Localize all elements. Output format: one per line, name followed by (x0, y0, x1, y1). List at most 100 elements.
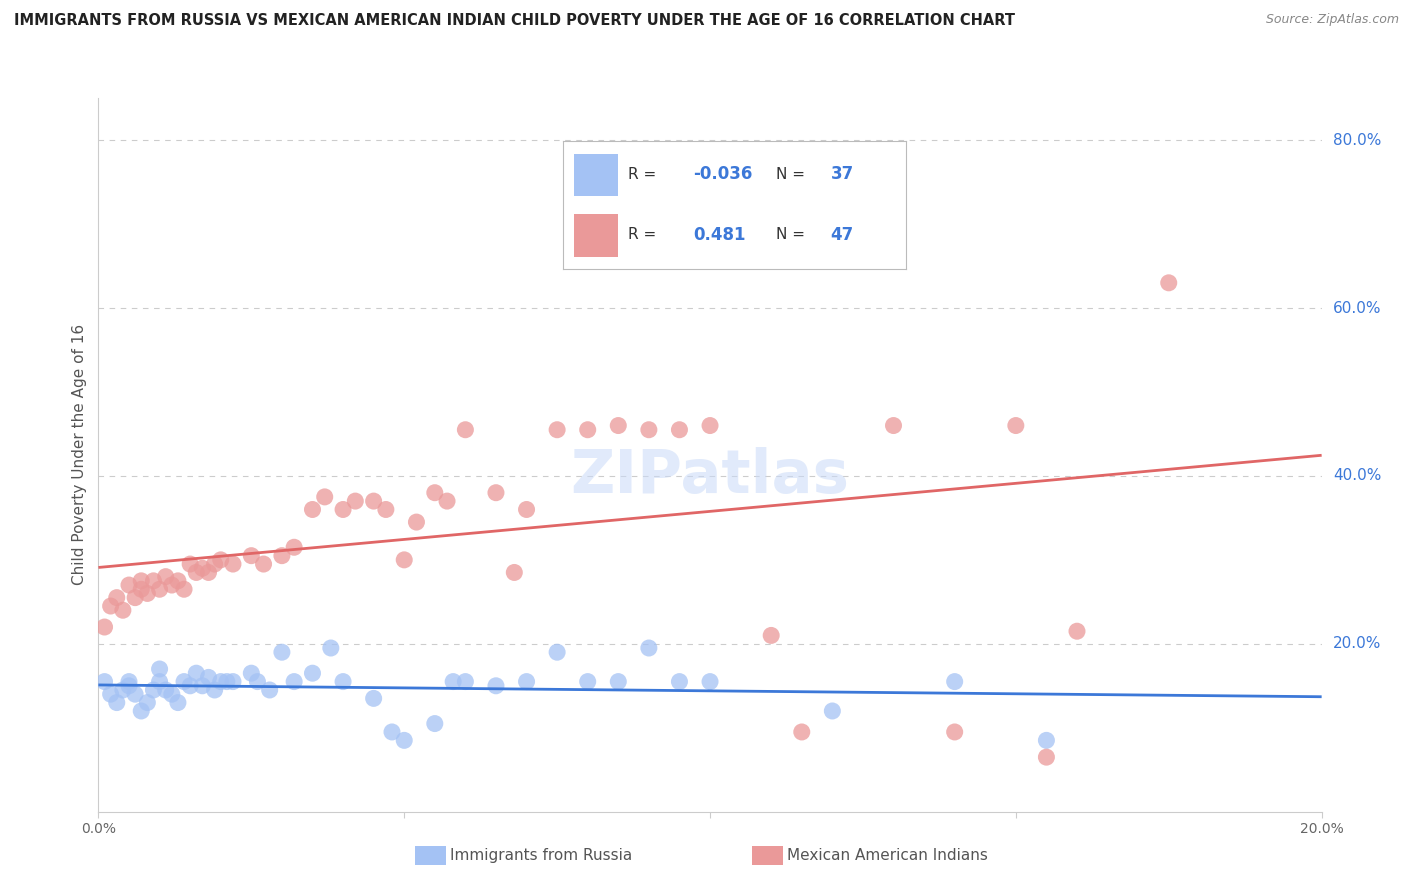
Point (607, 418, 630, 433)
Point (283, 541, 305, 555)
Text: 40.0%: 40.0% (1333, 468, 1381, 483)
Text: R =: R = (628, 227, 661, 243)
Point (246, 674, 269, 689)
Point (423, 716, 446, 731)
Point (699, 418, 721, 433)
Point (209, 553, 232, 567)
Point (436, 494, 458, 508)
Point (191, 679, 214, 693)
Point (142, 683, 165, 698)
Point (186, 566, 208, 580)
Text: N =: N = (776, 227, 810, 243)
Point (160, 687, 183, 701)
Point (668, 423, 690, 437)
Point (637, 640, 661, 655)
Point (516, 502, 538, 516)
Point (270, 645, 292, 659)
Point (222, 674, 245, 689)
Point (516, 674, 538, 689)
Point (1035, 750, 1057, 764)
Point (441, 674, 464, 689)
Point (111, 683, 134, 698)
Point (259, 683, 281, 698)
Bar (574, 214, 619, 257)
Point (197, 566, 219, 580)
Point (179, 679, 201, 693)
Point (423, 485, 446, 500)
Point (173, 582, 195, 597)
Point (155, 569, 177, 583)
Point (943, 674, 966, 689)
Point (883, 418, 905, 433)
Point (129, 582, 152, 597)
Point (485, 679, 508, 693)
Point (332, 502, 354, 516)
Point (319, 640, 342, 655)
Point (129, 704, 152, 718)
Point (821, 704, 844, 718)
Point (118, 679, 141, 693)
Point (167, 696, 190, 710)
Point (118, 674, 141, 689)
Point (1004, 418, 1026, 433)
Point (149, 662, 172, 676)
Point (270, 549, 292, 563)
Point (105, 696, 128, 710)
Point (209, 674, 232, 689)
Point (1157, 276, 1180, 290)
Point (124, 591, 146, 605)
Point (392, 733, 416, 747)
Point (730, 234, 752, 248)
Point (160, 578, 183, 592)
Point (301, 502, 323, 516)
Point (118, 578, 141, 592)
Point (100, 687, 122, 701)
Point (124, 687, 146, 701)
Bar (574, 153, 619, 196)
Point (173, 674, 195, 689)
Point (197, 670, 219, 684)
Point (576, 674, 599, 689)
Text: Immigrants from Russia: Immigrants from Russia (450, 848, 633, 863)
Point (204, 557, 226, 571)
Text: 80.0%: 80.0% (1333, 133, 1381, 147)
Text: ZIPatlas: ZIPatlas (571, 447, 849, 506)
Text: Mexican American Indians: Mexican American Indians (787, 848, 988, 863)
Text: Source: ZipAtlas.com: Source: ZipAtlas.com (1265, 13, 1399, 27)
Point (344, 494, 367, 508)
Point (149, 582, 172, 597)
Point (485, 485, 508, 500)
Point (392, 553, 416, 567)
Point (191, 561, 214, 575)
Point (1066, 624, 1088, 639)
Point (301, 666, 323, 681)
Point (759, 628, 782, 642)
Point (93, 620, 115, 634)
Point (283, 674, 305, 689)
Point (363, 494, 385, 508)
Point (100, 599, 122, 613)
Point (136, 586, 159, 600)
Point (503, 566, 526, 580)
Point (142, 574, 165, 588)
Point (637, 423, 661, 437)
Point (149, 674, 172, 689)
Point (943, 725, 966, 739)
Point (240, 549, 263, 563)
Point (546, 645, 568, 659)
Y-axis label: Child Poverty Under the Age of 16: Child Poverty Under the Age of 16 (72, 325, 87, 585)
Point (186, 666, 208, 681)
Point (332, 674, 354, 689)
Point (167, 574, 190, 588)
Text: 37: 37 (831, 165, 853, 184)
Point (405, 515, 427, 529)
Point (179, 557, 201, 571)
Point (374, 502, 396, 516)
Point (314, 490, 336, 504)
Point (607, 674, 630, 689)
Point (93, 674, 115, 689)
Point (111, 603, 134, 617)
Text: 20.0%: 20.0% (1333, 636, 1381, 651)
Point (790, 725, 813, 739)
Point (699, 674, 721, 689)
